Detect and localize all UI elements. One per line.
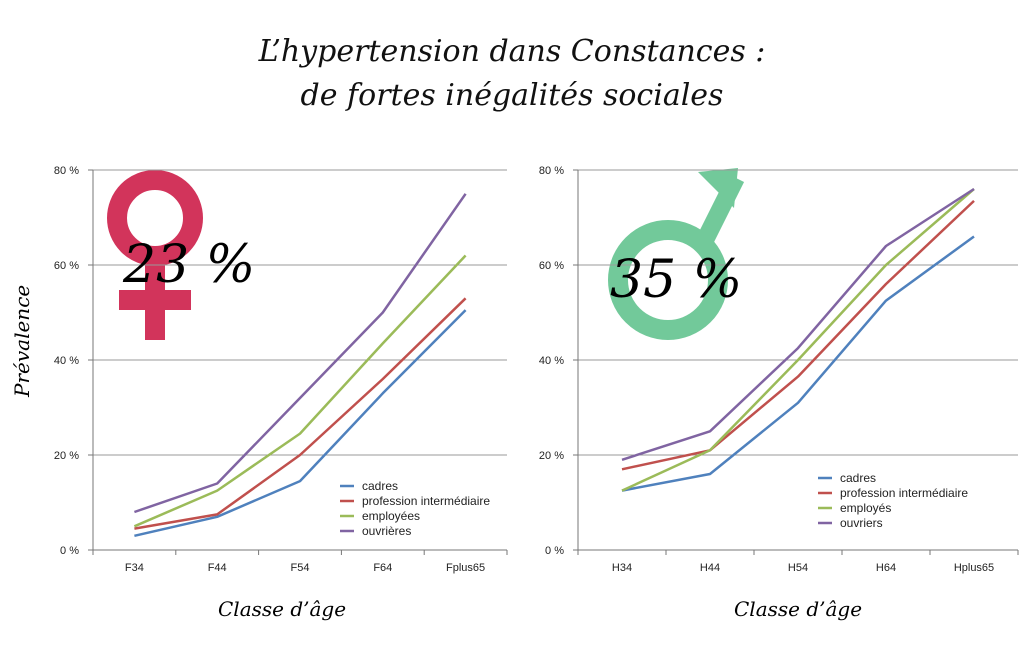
female-symbol-icon — [107, 170, 203, 340]
left-legend-label-ouvriers: ouvrières — [362, 524, 411, 538]
right-series-line-intermediaire — [621, 199, 975, 471]
right-prevalence-badge: 35 % — [610, 250, 742, 310]
right-x-tick-label: H44 — [700, 562, 720, 574]
left-legend-label-intermediaire: profession intermédiaire — [362, 494, 490, 508]
right-legend-label-ouvriers: ouvriers — [840, 516, 883, 530]
male-symbol-arrow-head — [698, 168, 738, 208]
right-x-tick-label: Hplus65 — [954, 562, 994, 574]
right-y-tick-label: 60 % — [539, 260, 564, 272]
right-x-tick-label: H64 — [876, 562, 896, 574]
left-x-tick-label: F54 — [291, 562, 310, 574]
right-series-line-cadres — [621, 235, 975, 492]
x-axis-label-left: Classe d’âge — [218, 597, 347, 621]
right-legend-label-intermediaire: profession intermédiaire — [840, 486, 968, 500]
chart-title-line-1: L’hypertension dans Constances : — [258, 34, 766, 69]
right-series-line-ouvriers — [621, 187, 975, 461]
right-y-tick-label: 0 % — [545, 545, 564, 557]
left-y-tick-label: 60 % — [54, 260, 79, 272]
left-x-tick-label: F64 — [373, 562, 392, 574]
right-legend-label-employes: employés — [840, 501, 891, 515]
left-series-line-employes — [133, 254, 467, 528]
left-y-tick-label: 0 % — [60, 545, 79, 557]
left-series-line-intermediaire — [134, 297, 467, 530]
right-y-tick-label: 20 % — [539, 450, 564, 462]
male-symbol-icon — [608, 168, 745, 340]
left-y-tick-label: 80 % — [54, 165, 79, 177]
right-x-tick-label: H34 — [612, 562, 632, 574]
chart-title-line-2: de fortes inégalités sociales — [300, 78, 724, 113]
left-y-tick-label: 40 % — [54, 355, 79, 367]
x-axis-label-right: Classe d’âge — [734, 597, 863, 621]
left-x-tick-label: F34 — [125, 562, 144, 574]
left-x-tick-label: Fplus65 — [446, 562, 485, 574]
right-x-tick-label: H54 — [788, 562, 808, 574]
male-symbol-ring — [608, 220, 728, 340]
female-symbol-bar — [119, 290, 191, 310]
right-series-line-employes — [621, 188, 975, 492]
left-legend-label-cadres: cadres — [362, 479, 398, 493]
left-series-line-ouvriers — [133, 193, 467, 514]
left-prevalence-badge: 23 % — [122, 235, 255, 295]
right-legend-label-cadres: cadres — [840, 471, 876, 485]
left-y-tick-label: 20 % — [54, 450, 79, 462]
left-series-line-cadres — [134, 309, 467, 538]
right-y-tick-label: 80 % — [539, 165, 564, 177]
right-y-tick-label: 40 % — [539, 355, 564, 367]
left-legend-label-employes: employées — [362, 509, 420, 523]
left-x-tick-label: F44 — [208, 562, 227, 574]
